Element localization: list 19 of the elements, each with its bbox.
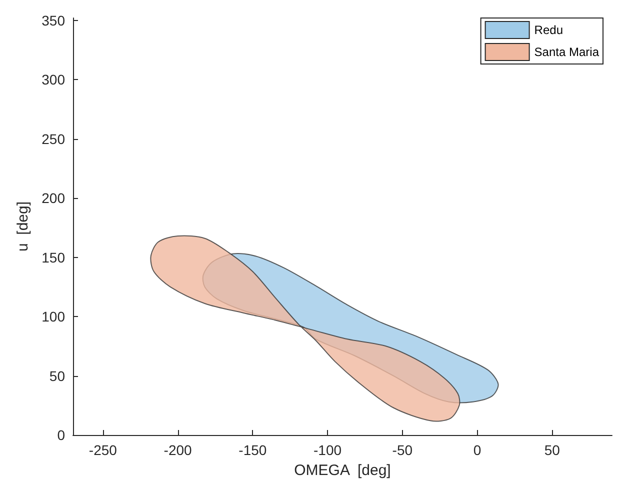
legend-label: Redu <box>534 23 563 37</box>
x-tick-label: 0 <box>473 442 482 458</box>
y-tick-label: 250 <box>42 130 66 147</box>
x-tick-label: 50 <box>544 442 560 458</box>
y-tick-label: 50 <box>49 368 66 384</box>
y-tick-label: 100 <box>42 308 66 325</box>
y-tick-label: 200 <box>42 190 66 206</box>
x-tick-label: -250 <box>88 442 118 458</box>
y-axis-title: u [deg] <box>14 201 32 252</box>
y-tick-label: 0 <box>57 427 66 443</box>
legend-label: Santa Maria <box>534 45 600 59</box>
x-tick-label: -100 <box>314 442 342 458</box>
x-tick-label: -50 <box>392 442 413 458</box>
x-axis-title: OMEGA [deg] <box>294 462 391 479</box>
y-tick-label: 150 <box>42 249 66 266</box>
x-tick-label: -150 <box>238 442 267 458</box>
y-tick-label: 350 <box>42 12 66 28</box>
y-tick-label: 300 <box>42 72 66 88</box>
x-tick-label: -200 <box>164 442 192 458</box>
